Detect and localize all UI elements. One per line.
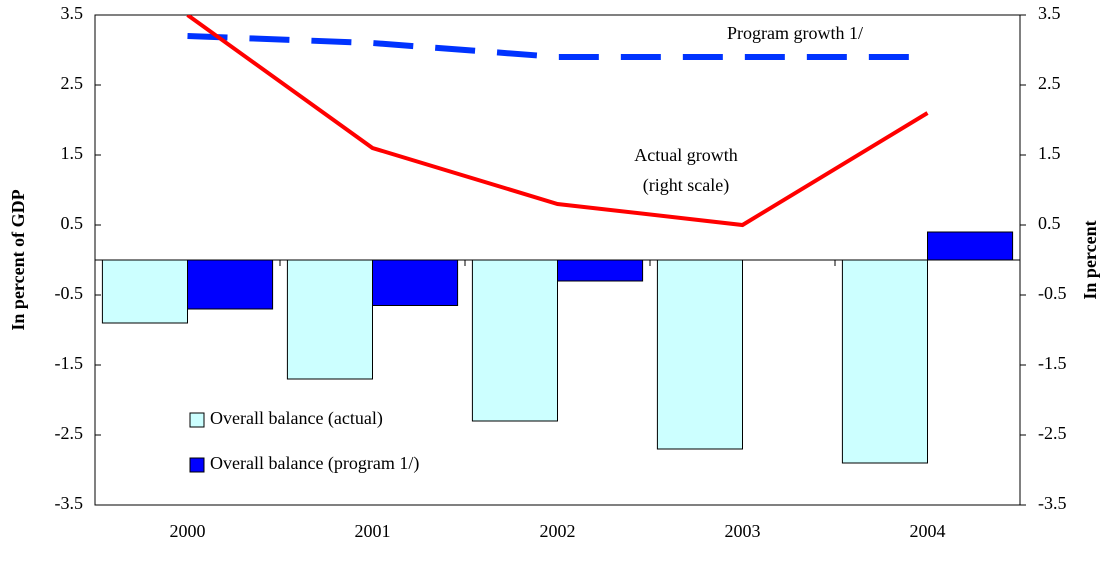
series-label: Program growth 1/ — [727, 23, 863, 43]
plot-area — [186, 15, 929, 228]
y-axis-title: In percent of GDP — [8, 189, 28, 330]
bar — [471, 259, 558, 422]
series-label: Actual growth — [634, 145, 737, 165]
y-tick-label: -3.5 — [55, 493, 84, 513]
y-tick-label: 0.5 — [61, 213, 84, 233]
y2-tick-label: -1.5 — [1038, 353, 1067, 373]
line — [186, 15, 929, 228]
legend-label: Overall balance (actual) — [210, 408, 383, 429]
x-tick-label: 2001 — [355, 521, 391, 541]
bar — [372, 259, 459, 306]
x-tick-label: 2002 — [540, 521, 576, 541]
y2-tick-label: 1.5 — [1038, 143, 1061, 163]
y-tick-label: -0.5 — [55, 283, 84, 303]
bar — [841, 259, 929, 464]
bar — [101, 259, 188, 324]
y-tick-label: 1.5 — [61, 143, 84, 163]
bar — [286, 259, 373, 380]
legend-label: Overall balance (program 1/) — [210, 453, 419, 474]
y-tick-label: 2.5 — [61, 73, 84, 93]
y2-tick-label: 2.5 — [1038, 73, 1061, 93]
x-tick-label: 2003 — [725, 521, 761, 541]
bar — [187, 259, 274, 310]
y2-axis-title: In percent — [1080, 220, 1100, 299]
bar — [927, 231, 1014, 261]
x-tick-label: 2004 — [910, 521, 946, 541]
y2-tick-label: -3.5 — [1038, 493, 1067, 513]
y-tick-label: -2.5 — [55, 423, 84, 443]
bar — [557, 259, 644, 282]
y2-tick-label: 0.5 — [1038, 213, 1061, 233]
legend-swatch — [189, 412, 205, 428]
legend-swatch — [189, 457, 205, 473]
bar — [656, 259, 744, 450]
y2-tick-label: -2.5 — [1038, 423, 1067, 443]
annotation: (right scale) — [643, 175, 729, 196]
y-tick-label: 3.5 — [61, 3, 84, 23]
y2-tick-label: -0.5 — [1038, 283, 1067, 303]
x-tick-label: 2000 — [170, 521, 206, 541]
y-tick-label: -1.5 — [55, 353, 84, 373]
y2-tick-label: 3.5 — [1038, 3, 1061, 23]
